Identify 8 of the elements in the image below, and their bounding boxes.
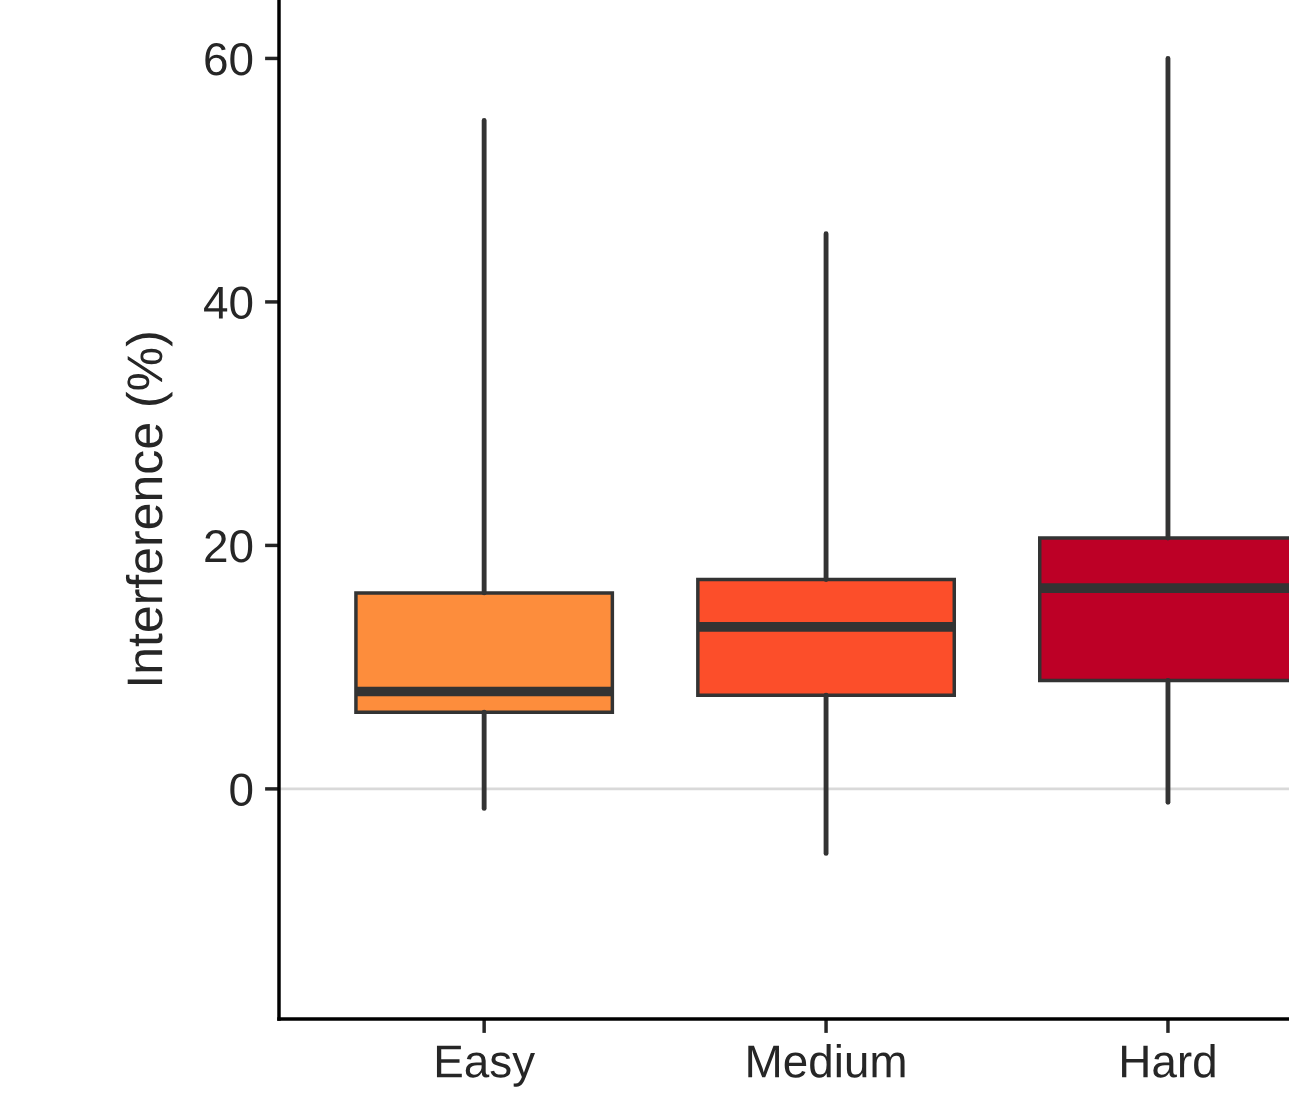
x-tick-label: Medium bbox=[748, 1044, 905, 1078]
x-tick-label: Easy bbox=[436, 1045, 536, 1087]
y-tick-label: 40 bbox=[204, 286, 253, 319]
y-tick-label: 60 bbox=[205, 43, 253, 76]
y-axis-title: Interference (%) bbox=[125, 333, 173, 685]
y-tick-label: 20 bbox=[205, 530, 253, 563]
x-tick-label: Hard bbox=[1122, 1044, 1215, 1078]
y-tick-label: 0 bbox=[230, 773, 253, 806]
